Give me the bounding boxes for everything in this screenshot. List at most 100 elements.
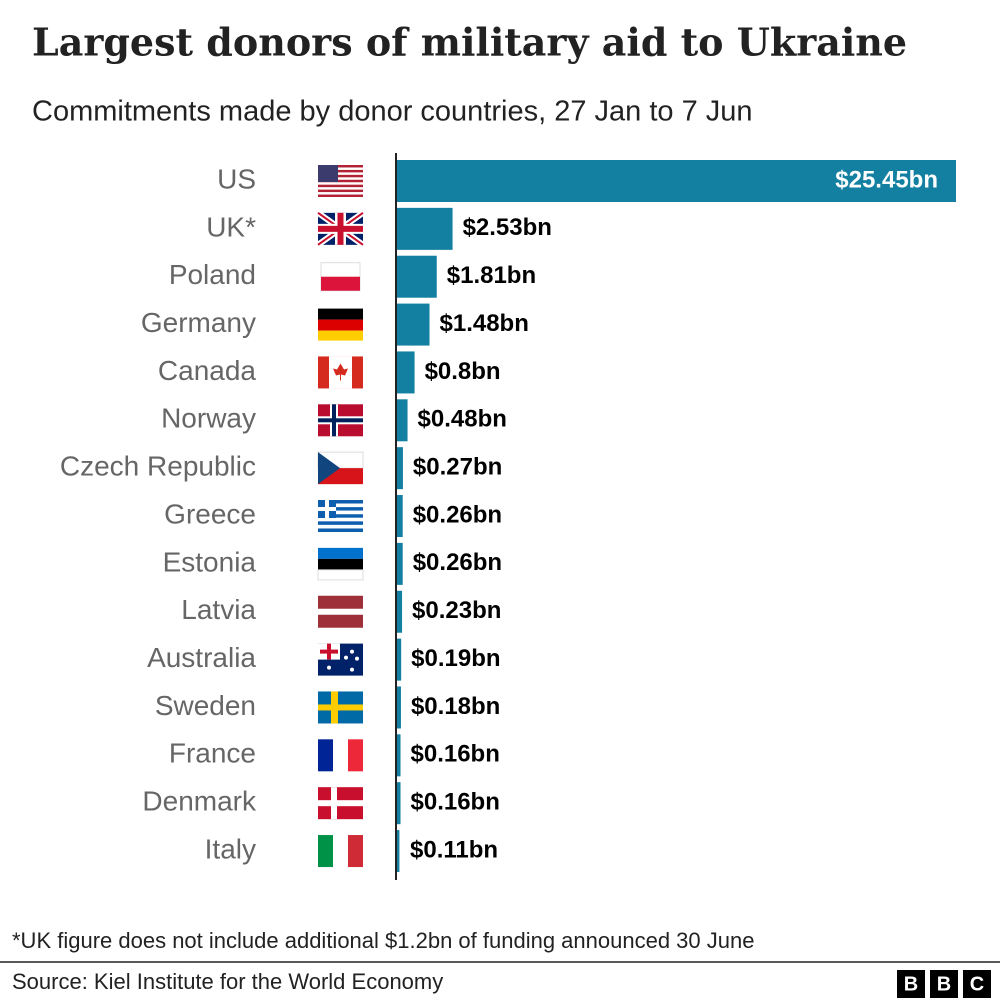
category-label: Norway (161, 403, 256, 434)
bar (397, 686, 401, 729)
flag-part (327, 665, 331, 670)
flag (318, 787, 363, 820)
category-label: Czech Republic (60, 451, 256, 482)
flag-part (318, 165, 363, 168)
flag (318, 595, 363, 628)
flag (317, 451, 364, 485)
category-label: Poland (169, 259, 256, 290)
flag (318, 356, 363, 389)
flag-part (348, 739, 363, 772)
flag-part (355, 656, 359, 661)
flag-part (318, 330, 363, 341)
value-label: $0.19bn (411, 645, 500, 672)
flag-part (318, 528, 363, 533)
bar (397, 495, 403, 538)
chart-subtitle: Commitments made by donor countries, 27 … (32, 96, 753, 128)
bar (397, 160, 956, 202)
bar (397, 447, 403, 490)
flag-part (318, 835, 333, 868)
value-label: $0.16bn (411, 741, 500, 768)
flag (318, 404, 363, 437)
flag-part (318, 179, 363, 183)
flag (318, 308, 363, 341)
category-label: Canada (158, 355, 257, 386)
flag-part (317, 569, 364, 581)
value-label: $0.27bn (413, 454, 502, 481)
value-label: $0.16bn (411, 789, 500, 816)
flag-part (333, 739, 348, 772)
flag (318, 165, 363, 197)
bar (397, 399, 408, 442)
flag (318, 739, 363, 772)
flag-part (337, 212, 344, 245)
value-label: $2.53bn (463, 214, 552, 241)
flag-part (318, 319, 363, 331)
value-label: $1.81bn (447, 262, 536, 289)
flag-part (333, 363, 348, 381)
flag-part (318, 308, 363, 320)
flag-part (318, 521, 363, 525)
bar (397, 207, 453, 250)
bar (397, 734, 401, 777)
logo-letter: C (970, 973, 984, 995)
flag-part (344, 655, 348, 660)
logo-box (897, 970, 925, 998)
flag-part (350, 667, 354, 672)
category-label: Germany (141, 307, 256, 338)
value-label: $0.23bn (412, 597, 501, 624)
flag-part (318, 507, 363, 511)
category-label: Australia (147, 642, 256, 673)
flag-part (318, 189, 363, 193)
flag-part (348, 835, 363, 868)
flag-part (321, 276, 360, 291)
category-label: US (217, 163, 256, 194)
bar (397, 351, 415, 394)
value-label: $1.48bn (440, 310, 529, 337)
flag (318, 643, 363, 676)
flag (320, 262, 361, 292)
flag-part (318, 503, 363, 508)
value-label: $0.48bn (418, 406, 507, 433)
bar (397, 255, 437, 298)
flag-part (327, 643, 331, 660)
value-label: $0.11bn (410, 836, 498, 863)
bar (397, 638, 402, 681)
flag-part (318, 510, 363, 515)
value-label: $0.8bn (425, 358, 501, 385)
flag-part (318, 184, 363, 188)
flag (316, 210, 365, 248)
flag-part (318, 418, 363, 423)
value-label: $25.45bn (835, 166, 938, 193)
value-label: $0.26bn (413, 549, 502, 576)
category-label: Denmark (142, 786, 257, 817)
logo-letter: B (937, 973, 951, 995)
category-label: Greece (164, 498, 256, 529)
flag-part (318, 704, 363, 711)
flag-part (318, 452, 340, 485)
value-label: $0.26bn (413, 501, 502, 528)
flag-part (318, 517, 363, 522)
footnote: *UK figure does not include additional $… (12, 928, 754, 953)
chart-title: Largest donors of military aid to Ukrain… (32, 20, 907, 65)
bar (397, 590, 403, 633)
flag (317, 547, 364, 581)
flag-part (333, 835, 348, 868)
category-label: Italy (205, 833, 256, 864)
flag (318, 691, 363, 724)
bar (397, 303, 430, 346)
value-label: $0.18bn (411, 693, 500, 720)
category-label: UK* (206, 211, 256, 242)
category-label: Estonia (163, 546, 257, 577)
flag-part (318, 800, 363, 807)
logo-box (963, 970, 991, 998)
category-label: Sweden (155, 690, 256, 721)
flag (318, 500, 363, 533)
flag-part (350, 649, 354, 654)
flag-part (318, 169, 363, 173)
flag-part (318, 174, 363, 178)
flag (318, 835, 363, 868)
flag-part (318, 524, 363, 529)
flag-part (318, 507, 336, 512)
flag-part (318, 558, 363, 570)
